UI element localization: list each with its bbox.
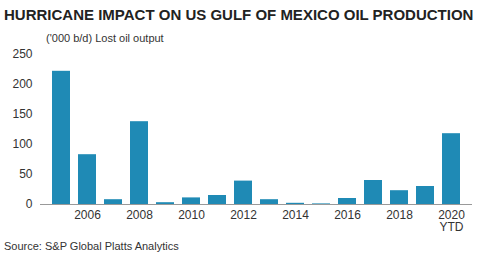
svg-text:200: 200 [12, 77, 32, 91]
html-text:HURRICANE IMPACT ON US GULF OF: HURRICANE IMPACT ON US GULF OF MEXICO OI… [4, 6, 474, 23]
svg-text:2012: 2012 [230, 208, 257, 222]
html-text:Source: S&P Global Platts Anal: Source: S&P Global Platts Analytics [4, 240, 179, 252]
svg-text:0: 0 [26, 197, 33, 211]
svg-text:2016: 2016 [334, 208, 361, 222]
svg-text:2020YTD: 2020YTD [438, 208, 465, 234]
svg-text:250: 250 [12, 47, 32, 61]
svg-text:2010: 2010 [178, 208, 205, 222]
svg-text:2018: 2018 [386, 208, 413, 222]
svg-text:100: 100 [12, 137, 32, 151]
svg-text:2008: 2008 [126, 208, 153, 222]
svg-text:2014: 2014 [282, 208, 309, 222]
svg-text:150: 150 [12, 107, 32, 121]
svg-text:2006: 2006 [74, 208, 101, 222]
html-text:('000 b/d) Lost oil output: ('000 b/d) Lost oil output [46, 32, 164, 44]
svg-text:50: 50 [19, 167, 33, 181]
